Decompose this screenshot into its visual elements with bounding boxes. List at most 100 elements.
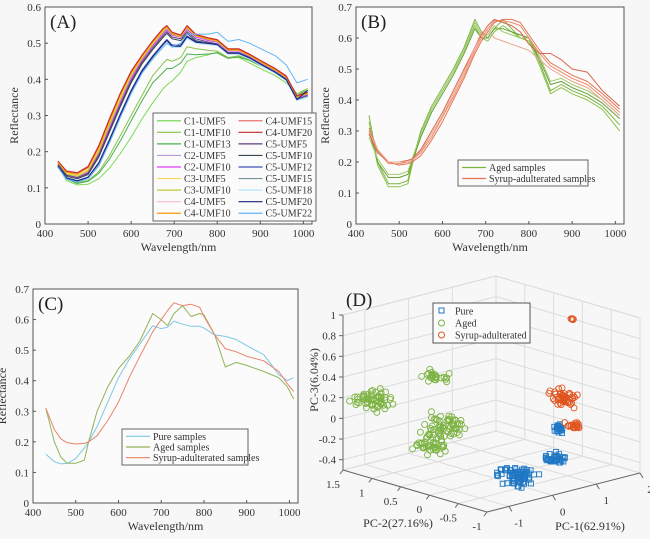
scatter-point-syrup-adulterated xyxy=(575,424,583,432)
panel-B: 400 500 600 700 800 900 1000 0 0.1 0.2 0.3 0.4 0.5 0.… xyxy=(318,2,627,254)
legend-label: Aged xyxy=(455,319,477,330)
pc3-tick-label: -0.4 xyxy=(319,455,337,467)
scatter-point-pure xyxy=(499,480,506,487)
legend-label: C4-UMF5 xyxy=(184,197,226,208)
grid-line xyxy=(452,441,597,485)
x-tick-label: 700 xyxy=(153,507,170,519)
axes-box xyxy=(355,6,625,225)
scatter-point-aged xyxy=(377,395,385,402)
series-line-2 xyxy=(368,25,621,188)
pc3-tick-label: 0.4 xyxy=(322,372,336,384)
pc1-tick-label: 2 xyxy=(647,484,650,496)
scatter-point-syrup-adulterated xyxy=(574,423,582,431)
panel-label: (A) xyxy=(50,12,76,33)
scatter-point-pure xyxy=(495,473,501,479)
pc3-tick-label: 0.6 xyxy=(322,351,336,363)
series-line-1 xyxy=(45,320,294,465)
scatter-point-aged xyxy=(443,374,451,382)
pc3-axis-label: PC-3(6.04%) xyxy=(307,348,321,412)
y-axis-label: Reflectance xyxy=(0,368,9,425)
scatter-point-aged xyxy=(376,385,384,393)
legend-label: C2-UMF10 xyxy=(184,163,231,174)
legend-label: C5-UMF12 xyxy=(266,163,313,174)
legend-label: C1-UMF5 xyxy=(184,116,226,127)
scatter-point-aged xyxy=(360,393,367,401)
scatter-point-syrup-adulterated xyxy=(564,422,572,430)
y-tick-label: 0.3 xyxy=(27,111,41,123)
scatter-point-pure xyxy=(498,470,505,477)
x-axis-label: Wavelength/nm xyxy=(141,240,217,254)
pc2-tick-label: -0.5 xyxy=(439,513,457,525)
legend-label: C5-UMF18 xyxy=(266,186,313,197)
legend-label: C4-UMF20 xyxy=(266,128,313,139)
x-tick-label: 900 xyxy=(238,507,255,519)
scatter-point-syrup-adulterated xyxy=(557,401,565,409)
pc1-tick xyxy=(508,506,513,512)
scatter-point-aged xyxy=(447,430,455,437)
scatter-point-aged xyxy=(368,396,375,404)
y-tick-label: 0.3 xyxy=(338,126,352,138)
grid-line xyxy=(458,464,612,505)
scatter-point-aged xyxy=(437,374,445,382)
y-tick-label: 0.7 xyxy=(338,2,352,14)
y-tick-label: 0.5 xyxy=(338,64,352,76)
scatter-point-aged xyxy=(437,426,445,434)
axes-box xyxy=(32,288,299,504)
x-tick-label: 800 xyxy=(521,228,538,240)
scatter-point-aged xyxy=(389,400,397,408)
y-tick-label: 0.5 xyxy=(15,345,29,357)
legend-label: C5-UMF15 xyxy=(266,174,313,185)
y-tick-label: 0.6 xyxy=(15,315,29,327)
pc2-tick xyxy=(368,478,373,483)
scatter-point-aged xyxy=(439,443,447,451)
pc3-tick-label: 0.8 xyxy=(322,331,336,343)
scatter-point-pure xyxy=(506,473,513,480)
grid-line xyxy=(364,463,509,507)
grid-line xyxy=(342,337,497,378)
x-tick-label: 500 xyxy=(80,228,97,240)
legend-label: Syrup-adulterated samples xyxy=(153,453,259,464)
scatter-point-aged xyxy=(370,405,378,413)
scatter-point-pure xyxy=(512,465,519,471)
grid-line xyxy=(495,420,641,464)
x-tick-label: 400 xyxy=(37,228,54,240)
grid-line xyxy=(495,337,641,381)
scatter-point-syrup-adulterated xyxy=(574,420,582,428)
legend-label: C3-UMF10 xyxy=(184,186,231,197)
y-axis-label: Reflectance xyxy=(318,87,332,144)
y-axis-label: Reflectance xyxy=(7,87,21,144)
scatter-point-aged xyxy=(368,392,375,400)
pc3-tick-label: 0.2 xyxy=(322,393,336,405)
grid-line xyxy=(495,430,641,474)
grid-line xyxy=(408,452,553,496)
panel-label: (D) xyxy=(346,290,372,311)
legend-label: C2-UMF5 xyxy=(184,151,226,162)
pc2-tick xyxy=(483,511,488,517)
y-tick-label: 0.4 xyxy=(27,74,41,86)
y-tick-label: 0.5 xyxy=(27,38,41,50)
legend-label: C4-UMF10 xyxy=(184,209,231,220)
scatter-point-pure xyxy=(511,478,518,485)
x-tick-label: 600 xyxy=(123,228,140,240)
legend-label: Pure samples xyxy=(153,432,206,443)
y-tick-label: 0.4 xyxy=(338,95,352,107)
scatter-point-aged xyxy=(428,408,435,416)
scatter-point-aged xyxy=(418,372,426,380)
scatter-point-pure xyxy=(561,455,568,462)
scatter-point-aged xyxy=(360,390,368,398)
pc1-tick xyxy=(639,472,644,479)
pc1-tick-label: -1 xyxy=(514,517,523,529)
grid-line xyxy=(342,378,497,419)
scatter-point-aged xyxy=(455,431,463,439)
y-tick-label: 0 xyxy=(24,498,30,510)
scatter-point-aged xyxy=(437,412,444,420)
x-tick-label: 1000 xyxy=(278,507,301,519)
series-line-7 xyxy=(368,18,621,163)
scatter-point-aged xyxy=(409,445,416,453)
scatter-point-aged xyxy=(364,398,371,406)
legend-label: Syrup-adulterated samples xyxy=(489,174,595,185)
y-tick-label: 0.6 xyxy=(27,2,41,14)
pc2-tick-label: 1 xyxy=(359,487,365,499)
pc3-tick-label: 1 xyxy=(331,310,337,322)
scatter-point-aged xyxy=(424,451,431,459)
